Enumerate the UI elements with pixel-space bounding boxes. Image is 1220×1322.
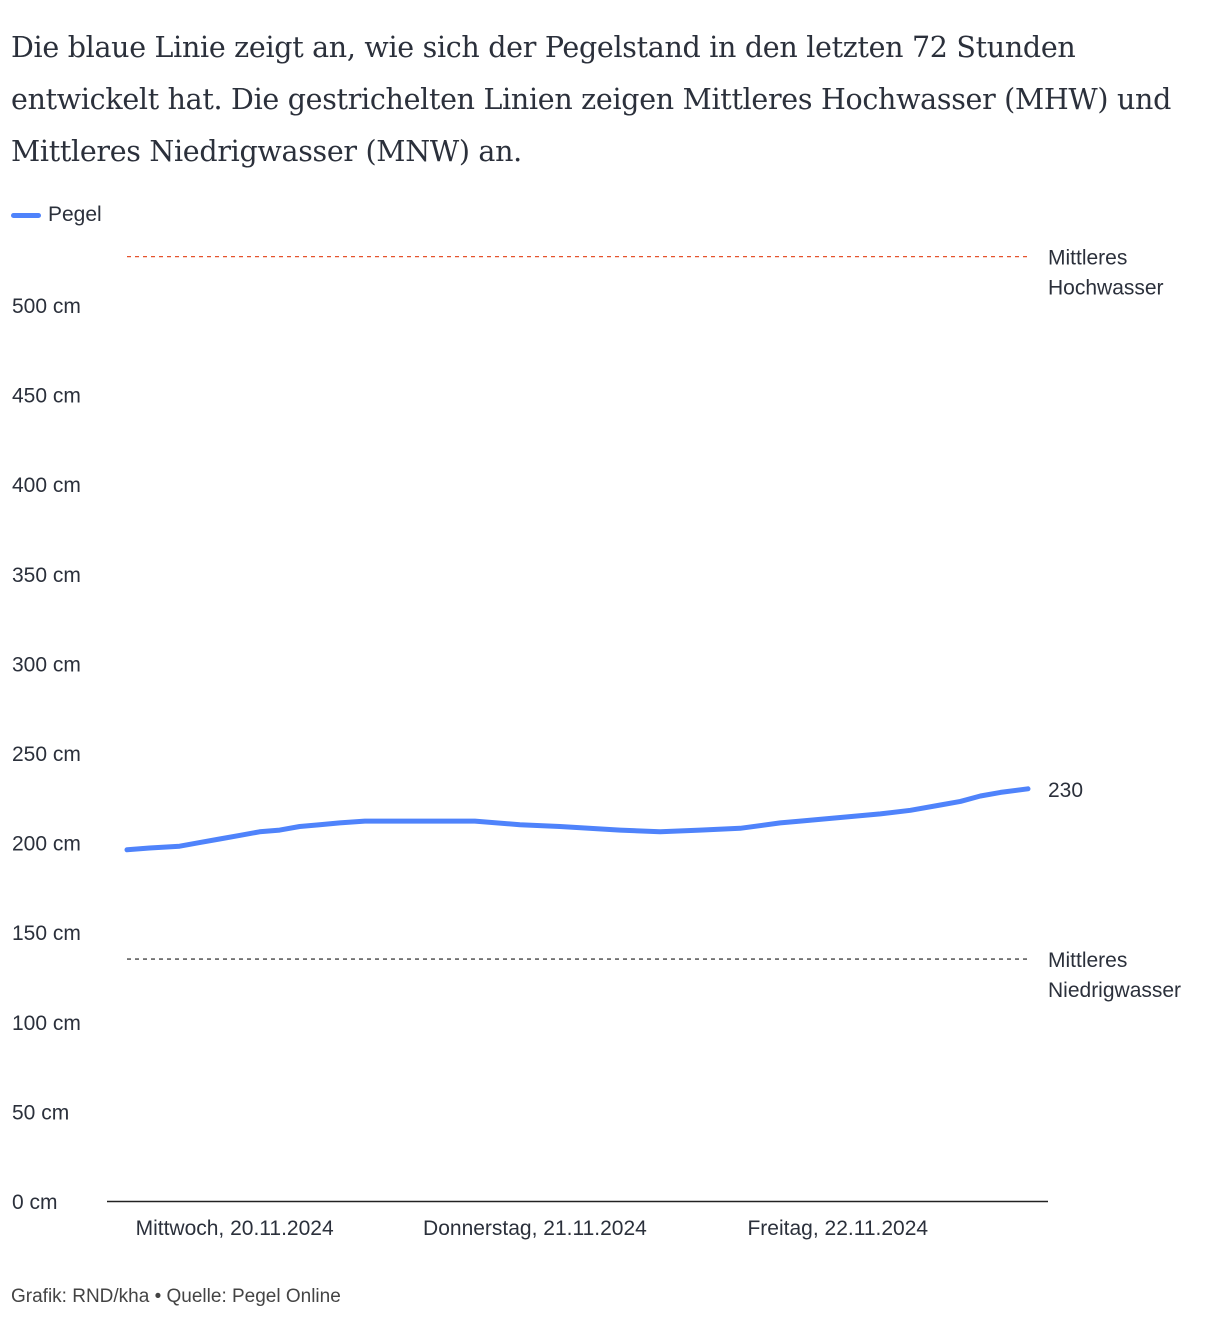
reference-label-mnw: Mittleres — [1048, 949, 1127, 972]
y-tick-label: 300 cm — [12, 653, 81, 676]
x-tick-label: Freitag, 22.11.2024 — [747, 1217, 928, 1240]
y-tick-label: 150 cm — [12, 922, 81, 945]
y-tick-label: 500 cm — [12, 295, 81, 318]
x-tick-label: Donnerstag, 21.11.2024 — [423, 1217, 647, 1240]
last-value-label: 230 — [1048, 779, 1083, 802]
x-tick-label: Mittwoch, 20.11.2024 — [136, 1217, 334, 1240]
y-tick-label: 200 cm — [12, 833, 81, 856]
legend: Pegel — [11, 203, 102, 227]
y-tick-label: 400 cm — [12, 474, 81, 497]
footer-credits: Grafik: RND/kha • Quelle: Pegel Online — [11, 1286, 341, 1307]
reference-label-mnw: Niedrigwasser — [1048, 979, 1181, 1002]
y-tick-label: 350 cm — [12, 564, 81, 587]
reference-label-mhw: Hochwasser — [1048, 277, 1164, 300]
series-line-pegel — [124, 786, 1031, 853]
reference-label-mhw: Mittleres — [1048, 247, 1127, 270]
y-tick-label: 0 cm — [12, 1191, 58, 1214]
y-tick-label: 250 cm — [12, 743, 81, 766]
y-tick-label: 50 cm — [12, 1101, 69, 1124]
legend-label-pegel: Pegel — [48, 203, 102, 226]
y-tick-label: 450 cm — [12, 385, 81, 408]
legend-swatch-pegel — [11, 212, 41, 218]
chart-description: Die blaue Linie zeigt an, wie sich der P… — [11, 31, 1172, 168]
y-tick-label: 100 cm — [12, 1012, 81, 1035]
